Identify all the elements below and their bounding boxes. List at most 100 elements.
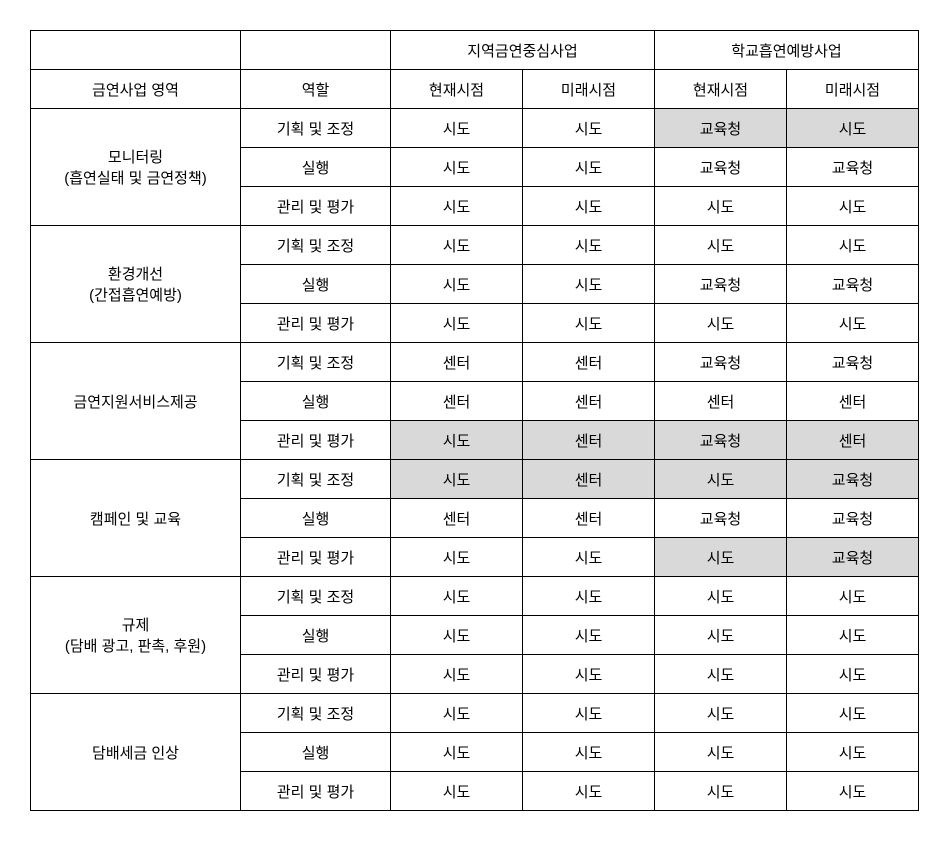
role-cell: 기획 및 조정 — [241, 694, 391, 733]
data-cell: 시도 — [391, 538, 523, 577]
header-row-1: 지역금연중심사업 학교흡연예방사업 — [31, 31, 919, 70]
data-cell: 시도 — [523, 187, 655, 226]
table-row: 모니터링(흡연실태 및 금연정책) 기획 및 조정 시도 시도 교육청 시도 — [31, 109, 919, 148]
data-cell: 시도 — [787, 772, 919, 811]
role-cell: 실행 — [241, 265, 391, 304]
data-cell: 센터 — [523, 382, 655, 421]
data-cell: 시도 — [523, 304, 655, 343]
header-group-regional: 지역금연중심사업 — [391, 31, 655, 70]
data-cell: 센터 — [523, 343, 655, 382]
data-cell: 시도 — [391, 187, 523, 226]
data-cell: 센터 — [391, 499, 523, 538]
data-cell: 교육청 — [787, 499, 919, 538]
role-cell: 관리 및 평가 — [241, 655, 391, 694]
header-blank-2 — [241, 31, 391, 70]
data-cell: 교육청 — [655, 499, 787, 538]
data-cell: 교육청 — [787, 538, 919, 577]
data-cell: 시도 — [391, 616, 523, 655]
data-cell: 시도 — [787, 694, 919, 733]
role-cell: 관리 및 평가 — [241, 304, 391, 343]
data-cell: 시도 — [523, 772, 655, 811]
data-cell: 교육청 — [655, 265, 787, 304]
data-cell: 시도 — [391, 460, 523, 499]
data-cell: 시도 — [655, 460, 787, 499]
data-cell: 교육청 — [655, 421, 787, 460]
table-row: 규제(담배 광고, 판촉, 후원) 기획 및 조정 시도 시도 시도 시도 — [31, 577, 919, 616]
data-cell: 시도 — [391, 655, 523, 694]
data-cell: 교육청 — [787, 343, 919, 382]
data-cell: 센터 — [391, 343, 523, 382]
area-cell: 캠페인 및 교육 — [31, 460, 241, 577]
data-cell: 시도 — [391, 304, 523, 343]
data-cell: 시도 — [655, 733, 787, 772]
data-cell: 시도 — [523, 655, 655, 694]
data-cell: 센터 — [787, 421, 919, 460]
data-cell: 시도 — [523, 226, 655, 265]
table-row: 금연지원서비스제공 기획 및 조정 센터 센터 교육청 교육청 — [31, 343, 919, 382]
data-cell: 시도 — [655, 655, 787, 694]
area-cell: 담배세금 인상 — [31, 694, 241, 811]
data-cell: 시도 — [391, 421, 523, 460]
data-cell: 시도 — [787, 109, 919, 148]
data-cell: 센터 — [523, 499, 655, 538]
role-cell: 실행 — [241, 499, 391, 538]
data-cell: 시도 — [391, 265, 523, 304]
data-cell: 시도 — [391, 109, 523, 148]
data-cell: 시도 — [787, 655, 919, 694]
header-regional-current: 현재시점 — [391, 70, 523, 109]
area-cell: 규제(담배 광고, 판촉, 후원) — [31, 577, 241, 694]
data-cell: 시도 — [787, 187, 919, 226]
role-cell: 관리 및 평가 — [241, 421, 391, 460]
role-cell: 기획 및 조정 — [241, 460, 391, 499]
data-cell: 시도 — [523, 148, 655, 187]
data-cell: 교육청 — [787, 460, 919, 499]
data-cell: 교육청 — [787, 265, 919, 304]
header-row-2: 금연사업 영역 역할 현재시점 미래시점 현재시점 미래시점 — [31, 70, 919, 109]
area-cell: 환경개선(간접흡연예방) — [31, 226, 241, 343]
header-role: 역할 — [241, 70, 391, 109]
data-cell: 시도 — [655, 772, 787, 811]
data-cell: 시도 — [655, 226, 787, 265]
data-cell: 시도 — [391, 733, 523, 772]
data-cell: 시도 — [391, 226, 523, 265]
role-cell: 기획 및 조정 — [241, 109, 391, 148]
role-cell: 기획 및 조정 — [241, 226, 391, 265]
data-cell: 시도 — [523, 694, 655, 733]
data-cell: 시도 — [523, 577, 655, 616]
data-cell: 센터 — [655, 382, 787, 421]
header-area: 금연사업 영역 — [31, 70, 241, 109]
table-row: 캠페인 및 교육 기획 및 조정 시도 센터 시도 교육청 — [31, 460, 919, 499]
data-cell: 교육청 — [655, 148, 787, 187]
area-cell: 모니터링(흡연실태 및 금연정책) — [31, 109, 241, 226]
data-cell: 시도 — [523, 616, 655, 655]
data-cell: 시도 — [787, 304, 919, 343]
area-cell: 금연지원서비스제공 — [31, 343, 241, 460]
data-cell: 시도 — [523, 265, 655, 304]
data-cell: 시도 — [391, 577, 523, 616]
data-cell: 센터 — [523, 421, 655, 460]
header-blank-1 — [31, 31, 241, 70]
role-cell: 실행 — [241, 382, 391, 421]
role-cell: 실행 — [241, 616, 391, 655]
data-cell: 시도 — [391, 148, 523, 187]
policy-table: 지역금연중심사업 학교흡연예방사업 금연사업 영역 역할 현재시점 미래시점 현… — [30, 30, 919, 811]
data-cell: 교육청 — [655, 109, 787, 148]
header-school-current: 현재시점 — [655, 70, 787, 109]
data-cell: 센터 — [391, 382, 523, 421]
role-cell: 관리 및 평가 — [241, 772, 391, 811]
data-cell: 시도 — [523, 538, 655, 577]
role-cell: 관리 및 평가 — [241, 187, 391, 226]
table-row: 환경개선(간접흡연예방) 기획 및 조정 시도 시도 시도 시도 — [31, 226, 919, 265]
data-cell: 시도 — [787, 616, 919, 655]
data-cell: 시도 — [655, 187, 787, 226]
data-cell: 센터 — [787, 382, 919, 421]
role-cell: 기획 및 조정 — [241, 343, 391, 382]
table-row: 담배세금 인상 기획 및 조정 시도 시도 시도 시도 — [31, 694, 919, 733]
header-group-school: 학교흡연예방사업 — [655, 31, 919, 70]
data-cell: 시도 — [523, 733, 655, 772]
data-cell: 교육청 — [655, 343, 787, 382]
data-cell: 시도 — [787, 733, 919, 772]
data-cell: 시도 — [655, 694, 787, 733]
role-cell: 관리 및 평가 — [241, 538, 391, 577]
data-cell: 시도 — [391, 772, 523, 811]
